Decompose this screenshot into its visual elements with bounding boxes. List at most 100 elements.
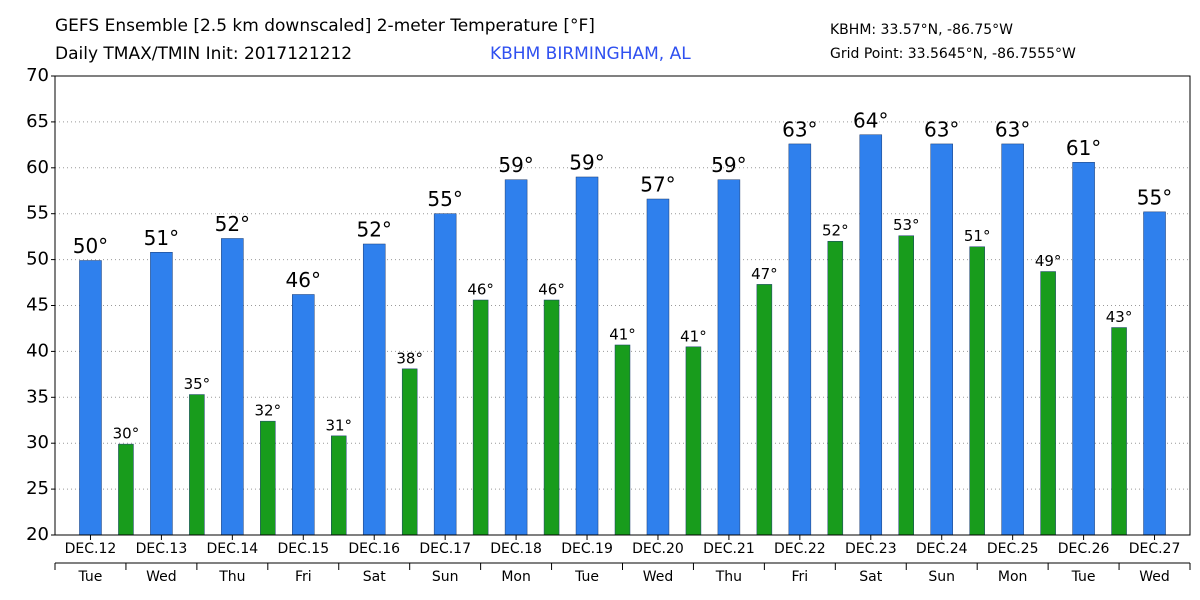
value-label: 38° — [396, 349, 423, 367]
bar — [504, 179, 528, 536]
weekday-label: Fri — [295, 569, 312, 585]
bar — [1001, 143, 1024, 536]
plot-frame — [54, 75, 1191, 536]
value-label: 55° — [427, 187, 462, 211]
x-tick-label: DEC.15 — [277, 541, 329, 557]
value-label: 46° — [286, 268, 321, 292]
value-label: 30° — [113, 425, 140, 443]
value-label: 32° — [255, 402, 282, 420]
bar — [150, 252, 173, 536]
bar — [575, 176, 599, 536]
weekday-label: Wed — [643, 569, 674, 585]
value-label: 63° — [924, 117, 959, 141]
bar — [362, 243, 386, 536]
chart-subtitle: Daily TMAX/TMIN Init: 2017121212 — [55, 44, 352, 64]
x-tick-label: DEC.23 — [845, 541, 897, 557]
x-tick-label: DEC.19 — [561, 541, 613, 557]
weekday-label: Wed — [1139, 569, 1170, 585]
weekday-label: Mon — [998, 569, 1028, 585]
value-label: 52° — [356, 217, 391, 241]
x-tick-label: DEC.27 — [1129, 541, 1181, 557]
bar — [614, 344, 631, 536]
value-label: 52° — [215, 212, 250, 236]
x-tick-label: DEC.20 — [632, 541, 684, 557]
weekday-label: Tue — [574, 569, 599, 585]
bar — [118, 443, 134, 536]
value-label: 50° — [73, 234, 108, 258]
value-label: 43° — [1106, 308, 1133, 326]
x-tick-label: DEC.26 — [1058, 541, 1110, 557]
bar — [79, 260, 102, 536]
y-tick-label: 70 — [26, 65, 49, 86]
value-label: 59° — [569, 150, 604, 174]
weekday-label: Tue — [78, 569, 103, 585]
bar — [1072, 162, 1095, 536]
bar — [756, 284, 773, 536]
bar — [260, 420, 276, 536]
weekday-label: Wed — [146, 569, 177, 585]
bar — [717, 179, 741, 536]
value-label: 51° — [144, 226, 179, 250]
chart-title: GEFS Ensemble [2.5 km downscaled] 2-mete… — [55, 16, 595, 36]
value-label: 31° — [325, 416, 352, 434]
x-tick-label: DEC.24 — [916, 541, 968, 557]
value-label: 63° — [782, 117, 817, 141]
x-tick-label: DEC.12 — [65, 541, 117, 557]
x-tick-label: DEC.18 — [490, 541, 542, 557]
value-label: 46° — [538, 280, 565, 298]
station: KBHM BIRMINGHAM, AL — [490, 44, 691, 64]
bar — [433, 213, 457, 536]
bar — [401, 368, 418, 536]
x-tick-label: DEC.25 — [987, 541, 1039, 557]
bar — [221, 238, 244, 536]
weekday-label: Thu — [218, 569, 245, 585]
weekday-label: Sat — [859, 569, 882, 585]
bar — [292, 294, 315, 536]
y-tick-label: 30 — [26, 432, 49, 453]
value-label: 53° — [893, 216, 920, 234]
weekday-label: Sun — [928, 569, 955, 585]
value-label: 51° — [964, 227, 991, 245]
bar — [898, 235, 914, 536]
weekday-label: Mon — [501, 569, 531, 585]
value-label: 47° — [751, 265, 778, 283]
x-tick-label: DEC.21 — [703, 541, 755, 557]
value-label: 61° — [1066, 136, 1101, 160]
x-tick-label: DEC.14 — [207, 541, 259, 557]
value-label: 41° — [680, 327, 707, 345]
bar — [1143, 211, 1166, 536]
y-tick-label: 65 — [26, 111, 49, 132]
value-label: 59° — [498, 153, 533, 177]
value-label: 35° — [184, 375, 211, 393]
x-tick-label: DEC.17 — [419, 541, 471, 557]
y-tick-label: 25 — [26, 478, 49, 499]
y-tick-label: 60 — [26, 157, 49, 178]
x-tick-label: DEC.22 — [774, 541, 826, 557]
bar — [1040, 271, 1056, 536]
y-tick-label: 40 — [26, 340, 49, 361]
bar — [859, 134, 883, 536]
bar — [969, 246, 985, 536]
weekday-label: Fri — [792, 569, 809, 585]
bar — [472, 299, 489, 536]
station-coords: KBHM: 33.57°N, -86.75°W — [830, 22, 1013, 38]
y-tick-label: 45 — [26, 295, 49, 316]
value-label: 55° — [1137, 185, 1172, 209]
bar — [827, 240, 844, 536]
value-label: 41° — [609, 325, 636, 343]
y-tick-label: 20 — [26, 524, 49, 545]
value-label: 52° — [822, 222, 849, 240]
value-label: 59° — [711, 153, 746, 177]
bar — [189, 394, 205, 536]
bar — [331, 435, 347, 536]
weekday-label: Tue — [1071, 569, 1096, 585]
bar — [788, 143, 812, 536]
weekday-label: Sat — [363, 569, 386, 585]
weekday-label: Sun — [432, 569, 459, 585]
bar — [1111, 327, 1127, 536]
bar — [646, 198, 670, 536]
y-tick-label: 50 — [26, 249, 49, 270]
value-label: 63° — [995, 117, 1030, 141]
y-tick-label: 55 — [26, 203, 49, 224]
